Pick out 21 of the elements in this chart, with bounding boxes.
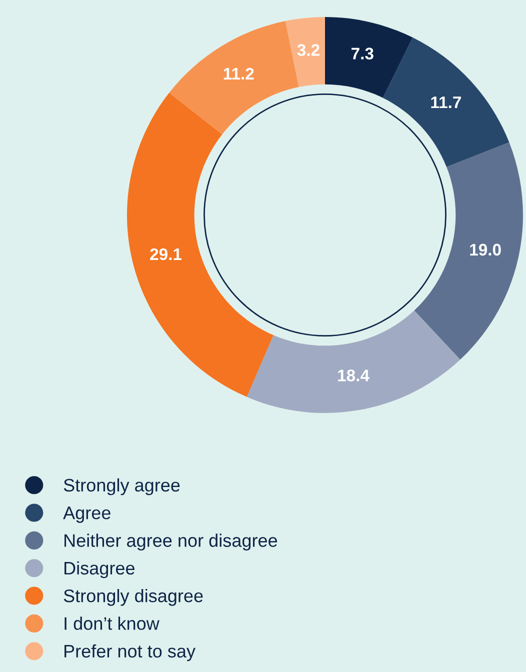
data-label: 19.0 xyxy=(470,244,501,256)
donut-slice xyxy=(246,310,460,413)
donut-slice xyxy=(325,17,413,98)
legend-label: Prefer not to say xyxy=(64,644,196,662)
donut-slice xyxy=(169,20,299,134)
legend-label: Strongly agree xyxy=(64,478,180,496)
donut-slice xyxy=(285,17,325,87)
data-label: 18.4 xyxy=(338,370,370,382)
legend-label: Agree xyxy=(63,506,110,523)
data-label: 11.7 xyxy=(431,96,461,108)
donut-slice xyxy=(382,38,510,168)
data-label: 11.2 xyxy=(224,68,254,80)
donut-slice xyxy=(414,142,523,360)
legend-label: Strongly disagree xyxy=(64,589,203,606)
data-label: 7.3 xyxy=(352,48,374,60)
donut-slice xyxy=(127,92,274,397)
legend-label: I don’t know xyxy=(64,616,160,630)
legend-label: Neither agree nor disagree xyxy=(64,534,278,551)
legend-label: Disagree xyxy=(64,561,134,578)
data-label: 3.2 xyxy=(297,44,320,56)
data-label: 29.1 xyxy=(150,248,182,260)
